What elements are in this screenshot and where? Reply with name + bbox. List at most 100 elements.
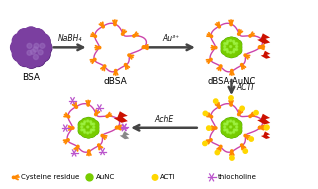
Text: Au³⁺: Au³⁺: [163, 34, 180, 43]
Circle shape: [231, 38, 238, 46]
Circle shape: [221, 126, 230, 135]
Circle shape: [67, 139, 69, 141]
Circle shape: [87, 118, 96, 127]
Circle shape: [90, 121, 99, 129]
Circle shape: [224, 48, 233, 57]
Circle shape: [221, 46, 230, 55]
Circle shape: [233, 43, 242, 52]
Circle shape: [224, 129, 233, 137]
Circle shape: [17, 40, 31, 55]
Circle shape: [128, 54, 130, 56]
Polygon shape: [261, 131, 270, 139]
Circle shape: [231, 121, 239, 129]
Circle shape: [79, 127, 86, 135]
Circle shape: [228, 130, 235, 137]
Circle shape: [27, 34, 42, 49]
Circle shape: [230, 156, 234, 160]
Circle shape: [234, 46, 241, 54]
Circle shape: [17, 43, 32, 58]
Circle shape: [103, 65, 106, 67]
Circle shape: [88, 129, 95, 137]
Circle shape: [227, 129, 236, 138]
Circle shape: [224, 40, 232, 49]
Circle shape: [78, 123, 87, 132]
Circle shape: [88, 121, 96, 129]
Circle shape: [90, 123, 99, 132]
Circle shape: [234, 44, 241, 51]
Circle shape: [249, 115, 251, 118]
Circle shape: [224, 46, 232, 54]
Circle shape: [210, 115, 213, 118]
Circle shape: [228, 118, 235, 125]
Circle shape: [259, 46, 261, 48]
Circle shape: [227, 131, 229, 133]
Circle shape: [88, 127, 96, 135]
Circle shape: [24, 27, 38, 42]
Circle shape: [231, 40, 239, 49]
Circle shape: [88, 126, 96, 135]
Circle shape: [243, 149, 247, 153]
Circle shape: [203, 141, 207, 146]
Circle shape: [17, 40, 32, 55]
Polygon shape: [210, 104, 263, 152]
Circle shape: [222, 41, 229, 48]
Circle shape: [102, 26, 104, 28]
Circle shape: [30, 36, 45, 51]
Circle shape: [224, 43, 226, 45]
Circle shape: [230, 118, 239, 127]
Circle shape: [88, 119, 95, 126]
Circle shape: [210, 35, 213, 38]
Circle shape: [85, 130, 92, 137]
Circle shape: [35, 33, 50, 48]
Circle shape: [225, 119, 232, 126]
Circle shape: [233, 123, 235, 125]
Circle shape: [229, 96, 233, 100]
Circle shape: [234, 127, 241, 135]
Circle shape: [87, 129, 96, 137]
Polygon shape: [120, 131, 129, 139]
Circle shape: [221, 123, 230, 132]
Circle shape: [81, 123, 83, 125]
Circle shape: [77, 145, 79, 148]
Circle shape: [10, 40, 25, 55]
Circle shape: [27, 43, 32, 48]
Circle shape: [12, 176, 15, 179]
Circle shape: [221, 121, 230, 129]
Circle shape: [210, 139, 212, 141]
Circle shape: [11, 40, 26, 55]
Circle shape: [91, 124, 98, 132]
Text: ACTI: ACTI: [160, 174, 176, 180]
Circle shape: [90, 131, 92, 133]
Circle shape: [233, 129, 235, 131]
Circle shape: [231, 119, 238, 126]
Text: AchE: AchE: [154, 115, 174, 124]
Circle shape: [93, 129, 95, 131]
Circle shape: [121, 33, 124, 35]
Circle shape: [231, 129, 238, 137]
Circle shape: [40, 43, 45, 48]
Circle shape: [230, 120, 232, 122]
Circle shape: [231, 46, 239, 55]
Circle shape: [234, 41, 241, 48]
Circle shape: [227, 118, 236, 126]
Text: AuNC: AuNC: [95, 174, 115, 180]
Circle shape: [81, 118, 90, 127]
Circle shape: [224, 46, 226, 48]
Circle shape: [232, 127, 239, 135]
Circle shape: [30, 43, 45, 58]
Circle shape: [24, 33, 38, 48]
Circle shape: [228, 38, 235, 45]
Circle shape: [227, 121, 229, 123]
Circle shape: [30, 51, 45, 66]
Circle shape: [31, 49, 35, 54]
Circle shape: [236, 46, 238, 48]
Circle shape: [84, 121, 86, 123]
Circle shape: [224, 41, 232, 48]
Circle shape: [218, 106, 220, 108]
Polygon shape: [257, 114, 270, 124]
Circle shape: [233, 46, 242, 55]
Circle shape: [30, 29, 45, 44]
Circle shape: [233, 121, 242, 129]
Circle shape: [152, 175, 158, 180]
Polygon shape: [257, 33, 270, 44]
